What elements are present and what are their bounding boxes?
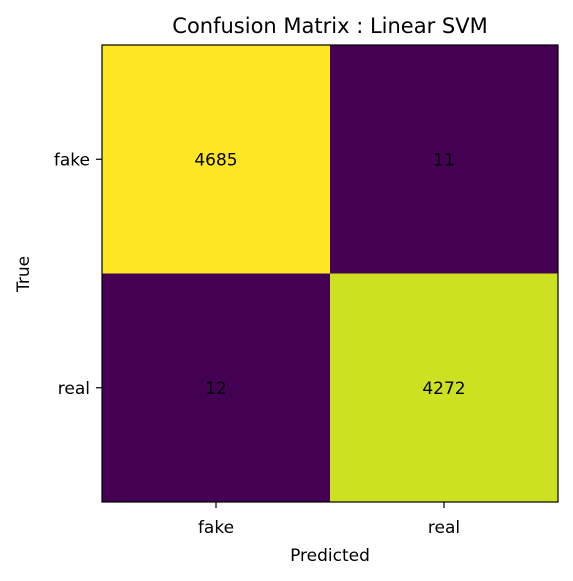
plot-frame — [101, 44, 559, 503]
y-tick-label: real — [58, 379, 90, 399]
heatmap-cells: 4685 11 12 4272 — [102, 45, 558, 502]
y-tick-label: fake — [54, 150, 90, 170]
y-axis-label: True — [14, 256, 34, 293]
x-axis-label: Predicted — [290, 546, 370, 566]
cell-value-label: 4685 — [194, 150, 237, 170]
heatmap-cell — [102, 45, 330, 274]
axis-ticks: fake real fake real — [54, 150, 460, 538]
chart-title: Confusion Matrix : Linear SVM — [172, 14, 487, 38]
heatmap-cell — [102, 273, 330, 502]
cell-value-label: 11 — [433, 150, 455, 170]
cell-value-label: 12 — [205, 379, 227, 399]
heatmap-cell — [330, 45, 558, 274]
heatmap-cell — [330, 273, 558, 502]
cell-value-label: 4272 — [422, 379, 465, 399]
x-tick-label: real — [428, 518, 460, 538]
x-tick-label: fake — [198, 518, 234, 538]
